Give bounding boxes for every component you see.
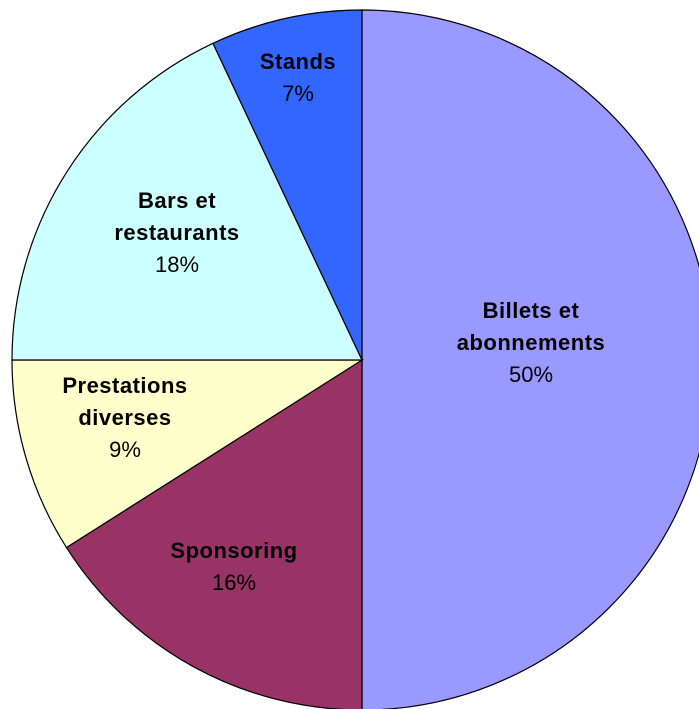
- slice-label-name: Bars et: [138, 188, 216, 213]
- pie-slice-0: [361, 9, 699, 709]
- slice-label-percent: 16%: [212, 570, 256, 595]
- pie-labels: Billets et abonnements 50% Sponsoring 16% Pre…: [62, 49, 606, 595]
- slice-label-3: Bars et restaurants 18%: [114, 188, 239, 277]
- pie-slice-3: [11, 42, 363, 361]
- slice-label-name: diverses: [78, 405, 171, 430]
- slice-label-0: Billets et abonnements 50%: [457, 298, 606, 387]
- slice-label-1: Sponsoring 16%: [170, 538, 297, 595]
- slice-label-percent: 9%: [109, 437, 141, 462]
- pie-slice-4: [212, 9, 363, 361]
- slice-label-name: Stands: [260, 49, 336, 74]
- slice-label-name: Billets et: [483, 298, 580, 323]
- slice-label-name: abonnements: [457, 330, 606, 355]
- slice-label-name: Prestations: [62, 373, 187, 398]
- slice-label-name: Sponsoring: [170, 538, 297, 563]
- pie-slice-2: [11, 359, 365, 549]
- pie-slices: [11, 9, 699, 709]
- slice-label-percent: 50%: [509, 362, 553, 387]
- pie-slice-1: [65, 358, 363, 709]
- slice-label-name: restaurants: [114, 220, 239, 245]
- slice-label-2: Prestations diverses 9%: [62, 373, 187, 462]
- slice-label-percent: 7%: [282, 81, 314, 106]
- slice-label-4: Stands 7%: [260, 49, 336, 106]
- slice-label-percent: 18%: [155, 252, 199, 277]
